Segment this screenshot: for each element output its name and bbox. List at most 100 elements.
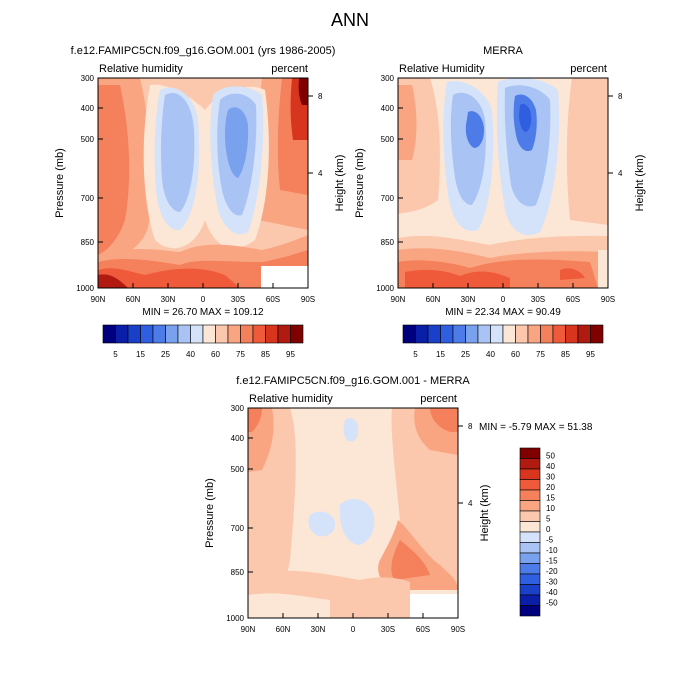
- panel-diff-y-axis: 300 400 500 700 850 1000 Pressure (mb): [204, 404, 253, 623]
- colorbar-swatch: [519, 605, 541, 617]
- colorbar-swatch: [477, 324, 491, 344]
- colorbar-swatch: [452, 324, 466, 344]
- figure-title: ANN: [330, 10, 369, 30]
- panel-obs-x-tick: 60S: [566, 295, 580, 304]
- panel-diff-y-tick: 500: [231, 465, 245, 474]
- panel-obs-y-tick: 300: [381, 74, 395, 83]
- panel-model-x-tick: 90S: [301, 295, 315, 304]
- colorbar-swatch: [102, 324, 116, 344]
- panel-obs-colorbar-label: 5: [413, 350, 418, 359]
- panel-obs-y-tick: 400: [381, 104, 395, 113]
- colorbar-swatch: [127, 324, 141, 344]
- panel-diff-colorbar-label: 15: [546, 494, 555, 503]
- colorbar-swatch: [565, 324, 579, 344]
- colorbar-swatch: [519, 500, 541, 512]
- panel-obs-y-label: Pressure (mb): [354, 148, 366, 218]
- colorbar-swatch: [265, 324, 279, 344]
- colorbar-swatch: [240, 324, 254, 344]
- panel-diff-colorbar-label: -15: [546, 557, 558, 566]
- panel-diff-x-tick: 30S: [381, 625, 395, 634]
- colorbar-swatch: [190, 324, 204, 344]
- panel-obs-y-tick: 1000: [376, 284, 394, 293]
- panel-model-x-tick: 90N: [91, 295, 106, 304]
- panel-obs-y-axis: 300 400 500 700 850 1000 Pressure (mb): [354, 74, 403, 293]
- panel-model-colorbar-labels: 5 15 25 40 60 75 85 95: [113, 350, 295, 359]
- panel-obs-height-tick: 4: [618, 169, 623, 178]
- colorbar-swatch: [165, 324, 179, 344]
- colorbar-swatch: [465, 324, 479, 344]
- colorbar-swatch: [415, 324, 429, 344]
- panel-diff-height-tick: 8: [468, 422, 473, 431]
- panel-model-colorbar-label: 95: [286, 350, 295, 359]
- panel-obs-y-tick: 700: [381, 194, 395, 203]
- panel-obs-height-tick: 8: [618, 92, 623, 101]
- panel-obs-x-tick: 90N: [391, 295, 406, 304]
- panel-model-left-label: Relative humidity: [99, 63, 183, 75]
- colorbar-swatch: [440, 324, 454, 344]
- colorbar-swatch: [140, 324, 154, 344]
- panel-diff-y-tick: 400: [231, 434, 245, 443]
- panel-diff: f.e12.FAMIPC5CN.f09_g16.GOM.001 - MERRA …: [204, 375, 593, 634]
- panel-model-colorbar-label: 40: [186, 350, 195, 359]
- panel-model-x-tick: 30N: [161, 295, 176, 304]
- panel-model-y-axis: 300 400 500 700 850 1000 Pressure (mb): [54, 74, 103, 293]
- panel-obs-x-tick: 0: [501, 295, 506, 304]
- panel-model-height-label: Height (km): [334, 155, 346, 212]
- panel-model-x-tick: 60N: [126, 295, 141, 304]
- colorbar-swatch: [519, 552, 541, 564]
- panel-obs-colorbar-label: 75: [536, 350, 545, 359]
- panel-diff-height-tick: 4: [468, 499, 473, 508]
- panel-diff-colorbar-label: -20: [546, 567, 558, 576]
- colorbar-swatch: [427, 324, 441, 344]
- colorbar-swatch: [519, 510, 541, 522]
- panel-model-colorbar-label: 5: [113, 350, 118, 359]
- panel-model-colorbar: 5 15 25 40 60 75 85 95: [102, 324, 304, 359]
- panel-model-x-tick: 60S: [266, 295, 280, 304]
- panel-diff-left-label: Relative humidity: [249, 393, 333, 405]
- colorbar-swatch: [227, 324, 241, 344]
- panel-diff-y-tick: 1000: [226, 614, 244, 623]
- panel-diff-x-tick: 90S: [451, 625, 465, 634]
- panel-obs-left-label: Relative Humidity: [399, 63, 485, 75]
- colorbar-swatch: [519, 447, 541, 459]
- panel-model-x-tick: 0: [201, 295, 206, 304]
- panel-obs-y-tick: 850: [381, 238, 395, 247]
- panel-model-colorbar-label: 15: [136, 350, 145, 359]
- colorbar-swatch: [277, 324, 291, 344]
- colorbar-swatch: [115, 324, 129, 344]
- panel-obs-x-axis: 90N 60N 30N 0 30S 60S 90S: [391, 283, 615, 304]
- panel-model-colorbar-label: 25: [161, 350, 170, 359]
- panel-diff-colorbar-label: -5: [546, 536, 554, 545]
- panel-diff-colorbar-label: -50: [546, 599, 558, 608]
- panel-diff-colorbar-label: 30: [546, 473, 555, 482]
- panel-diff-colorbar-label: 20: [546, 483, 555, 492]
- panel-diff-colorbar-labels: 50 40 30 20 15 10 5 0 -5 -10 -15 -20 -30…: [546, 452, 558, 608]
- panel-model-y-tick: 1000: [76, 284, 94, 293]
- panel-model-y-tick: 400: [81, 104, 95, 113]
- panel-model-y-label: Pressure (mb): [54, 148, 66, 218]
- panel-obs-x-tick: 30N: [461, 295, 476, 304]
- panel-obs-field: [398, 78, 608, 288]
- colorbar-swatch: [527, 324, 541, 344]
- panel-obs-x-tick: 60N: [426, 295, 441, 304]
- panel-obs-x-tick: 30S: [531, 295, 545, 304]
- panel-model-y-tick: 850: [81, 238, 95, 247]
- panel-diff-x-tick: 60N: [276, 625, 291, 634]
- panel-diff-colorbar: 50 40 30 20 15 10 5 0 -5 -10 -15 -20 -30…: [519, 447, 558, 617]
- panel-diff-colorbar-label: 5: [546, 515, 551, 524]
- colorbar-swatch: [519, 584, 541, 596]
- panel-diff-y-label: Pressure (mb): [204, 478, 216, 548]
- panel-model-x-tick: 30S: [231, 295, 245, 304]
- panel-diff-height-axis: 8 4 Height (km): [458, 422, 491, 541]
- panel-diff-field: [248, 408, 458, 618]
- panel-obs-colorbar-label: 40: [486, 350, 495, 359]
- colorbar-swatch: [577, 324, 591, 344]
- panel-diff-x-axis: 90N 60N 30N 0 30S 60S 90S: [241, 613, 465, 634]
- colorbar-swatch: [590, 324, 604, 344]
- panel-model-colorbar-label: 60: [211, 350, 220, 359]
- panel-model-height-axis: 8 4 Height (km): [308, 92, 346, 211]
- colorbar-swatch: [177, 324, 191, 344]
- colorbar-swatch: [402, 324, 416, 344]
- panel-diff-y-tick: 850: [231, 568, 245, 577]
- panel-diff-colorbar-label: -40: [546, 588, 558, 597]
